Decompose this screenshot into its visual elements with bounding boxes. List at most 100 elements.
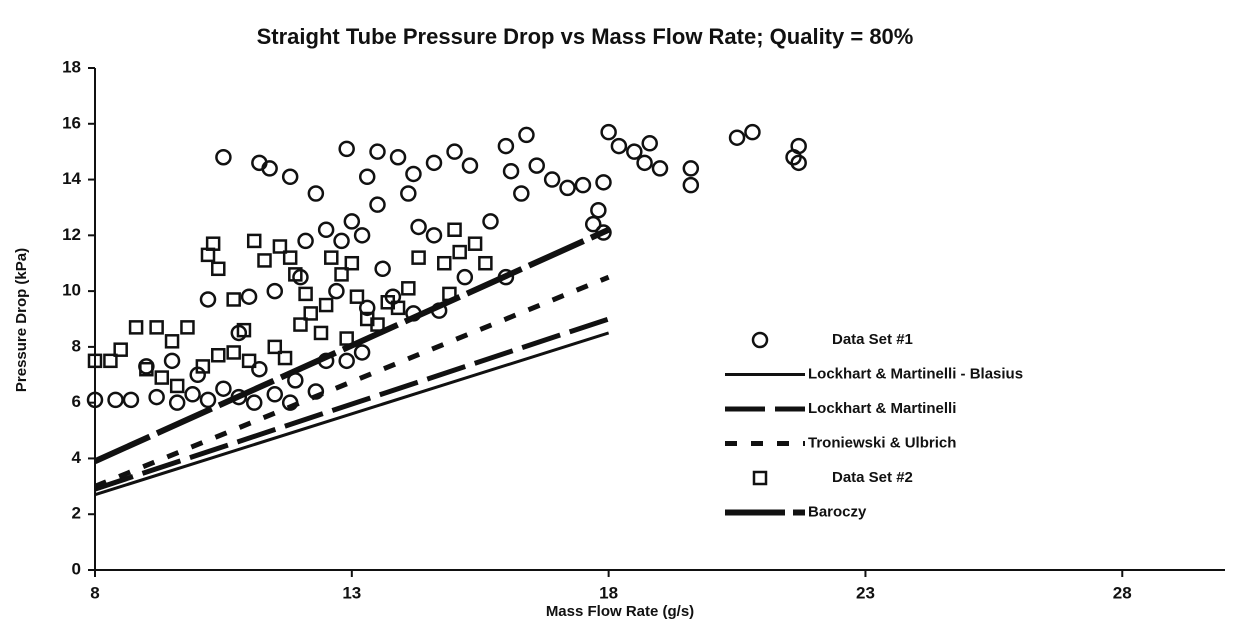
y-tick-label: 14 bbox=[62, 169, 81, 188]
line-series bbox=[94, 331, 610, 497]
x-tick-label: 13 bbox=[342, 583, 361, 602]
data-point bbox=[267, 339, 283, 355]
data-point bbox=[281, 168, 299, 186]
legend-label: Lockhart & Martinelli bbox=[808, 400, 956, 417]
legend-label: Lockhart & Martinelli - Blasius bbox=[808, 365, 1023, 382]
data-point bbox=[467, 236, 483, 251]
data-point bbox=[236, 322, 252, 338]
legend-label: Data Set #1 bbox=[832, 331, 913, 348]
data-point bbox=[293, 317, 308, 332]
data-point bbox=[518, 126, 535, 144]
data-point bbox=[343, 213, 361, 230]
data-point bbox=[400, 185, 417, 202]
data-point bbox=[744, 123, 761, 141]
data-point bbox=[245, 394, 263, 411]
data-point bbox=[682, 160, 700, 177]
data-point bbox=[411, 250, 426, 265]
data-point bbox=[163, 352, 181, 370]
data-point bbox=[636, 154, 653, 172]
data-point bbox=[425, 154, 443, 172]
data-point bbox=[584, 215, 602, 233]
data-point bbox=[86, 391, 104, 409]
data-point bbox=[257, 253, 272, 268]
data-point bbox=[205, 236, 221, 251]
y-tick-label: 10 bbox=[62, 281, 81, 300]
data-point bbox=[456, 268, 474, 286]
data-point bbox=[452, 244, 467, 260]
x-axis-label: Mass Flow Rate (g/s) bbox=[546, 603, 694, 620]
data-point bbox=[169, 378, 185, 394]
data-point bbox=[251, 360, 268, 378]
data-point bbox=[149, 320, 164, 335]
data-point bbox=[164, 334, 180, 349]
data-point bbox=[461, 157, 479, 174]
data-point bbox=[338, 140, 355, 158]
y-tick-label: 12 bbox=[62, 225, 81, 244]
data-point bbox=[497, 137, 515, 155]
data-point bbox=[277, 350, 293, 366]
data-point bbox=[600, 123, 617, 141]
data-point bbox=[358, 299, 376, 317]
data-point bbox=[358, 168, 376, 186]
data-point bbox=[113, 342, 128, 357]
data-point bbox=[389, 148, 407, 166]
data-point bbox=[349, 289, 365, 304]
data-point bbox=[272, 239, 288, 254]
data-point bbox=[513, 185, 530, 202]
data-point bbox=[651, 160, 669, 177]
x-tick-label: 18 bbox=[599, 583, 618, 602]
data-point bbox=[353, 227, 371, 244]
data-point bbox=[128, 320, 144, 335]
data-point bbox=[318, 297, 334, 313]
data-point bbox=[610, 137, 628, 155]
data-point bbox=[148, 388, 165, 406]
data-point bbox=[122, 391, 140, 409]
data-point bbox=[87, 353, 103, 369]
legend-label: Data Set #2 bbox=[832, 469, 913, 486]
data-point bbox=[297, 232, 314, 250]
data-point bbox=[215, 380, 232, 397]
data-point bbox=[261, 160, 278, 177]
data-point bbox=[184, 386, 201, 403]
data-point bbox=[240, 288, 258, 305]
data-point bbox=[266, 386, 284, 403]
data-point bbox=[199, 291, 217, 308]
data-point bbox=[626, 143, 643, 160]
data-point bbox=[307, 185, 325, 202]
y-axis-label: Pressure Drop (kPa) bbox=[13, 248, 30, 392]
data-point bbox=[344, 255, 360, 271]
data-point bbox=[139, 361, 154, 377]
data-point bbox=[543, 171, 561, 188]
y-tick-label: 16 bbox=[62, 113, 81, 132]
data-point bbox=[241, 353, 257, 369]
data-point bbox=[199, 391, 217, 409]
data-point bbox=[353, 344, 371, 361]
y-tick-label: 18 bbox=[62, 57, 81, 76]
data-point bbox=[154, 370, 170, 385]
data-point bbox=[317, 221, 335, 239]
data-point bbox=[790, 137, 807, 155]
data-point bbox=[559, 179, 576, 197]
data-point bbox=[478, 255, 493, 271]
x-tick-label: 28 bbox=[1113, 583, 1132, 602]
data-point bbox=[180, 320, 195, 335]
data-point bbox=[313, 325, 329, 341]
chart-title: Straight Tube Pressure Drop vs Mass Flow… bbox=[257, 24, 914, 49]
data-point bbox=[303, 306, 318, 321]
data-point bbox=[288, 267, 303, 282]
x-tick-label: 23 bbox=[856, 583, 875, 602]
data-point bbox=[298, 286, 313, 302]
legend-label: Troniewski & Ulbrich bbox=[808, 434, 956, 451]
data-point bbox=[195, 359, 211, 374]
data-point bbox=[168, 394, 186, 411]
data-point bbox=[226, 292, 241, 307]
data-point bbox=[328, 282, 345, 300]
data-point bbox=[103, 353, 118, 369]
data-point bbox=[641, 135, 658, 152]
data-point bbox=[246, 233, 262, 249]
data-point bbox=[211, 261, 226, 277]
data-point bbox=[437, 255, 452, 271]
data-point bbox=[369, 196, 386, 213]
data-point bbox=[211, 348, 226, 363]
data-point bbox=[425, 227, 443, 244]
